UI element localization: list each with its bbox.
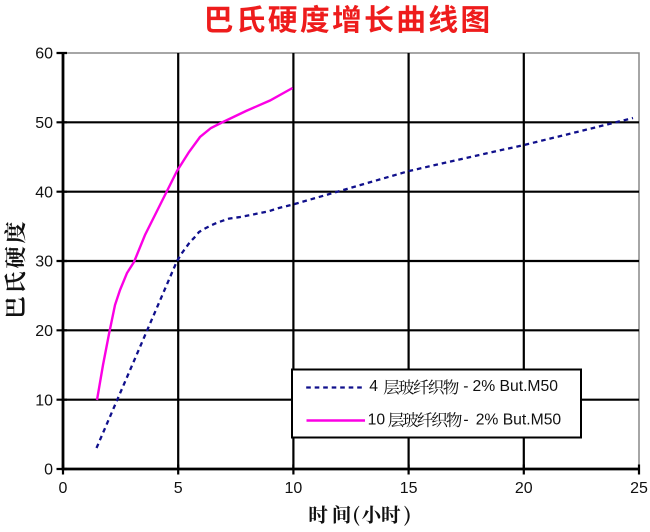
- svg-text:0: 0: [44, 462, 53, 479]
- svg-text:20: 20: [35, 323, 53, 340]
- svg-text:-: -: [463, 412, 468, 429]
- svg-text:10: 10: [368, 412, 386, 429]
- svg-text:10: 10: [285, 480, 303, 497]
- svg-text:10: 10: [35, 392, 53, 409]
- svg-text:0: 0: [59, 480, 68, 497]
- svg-text:20: 20: [515, 480, 533, 497]
- svg-text:60: 60: [35, 46, 53, 63]
- svg-text:15: 15: [400, 480, 418, 497]
- svg-text:5: 5: [174, 480, 183, 497]
- svg-text:25: 25: [630, 480, 648, 497]
- svg-text:2% But.M50: 2% But.M50: [476, 412, 562, 429]
- svg-text:4: 4: [369, 378, 378, 395]
- svg-text:50: 50: [35, 115, 53, 132]
- svg-text:40: 40: [35, 184, 53, 201]
- svg-text:2% But.M50: 2% But.M50: [473, 378, 559, 395]
- svg-text:-: -: [463, 378, 468, 395]
- svg-text:30: 30: [35, 254, 53, 271]
